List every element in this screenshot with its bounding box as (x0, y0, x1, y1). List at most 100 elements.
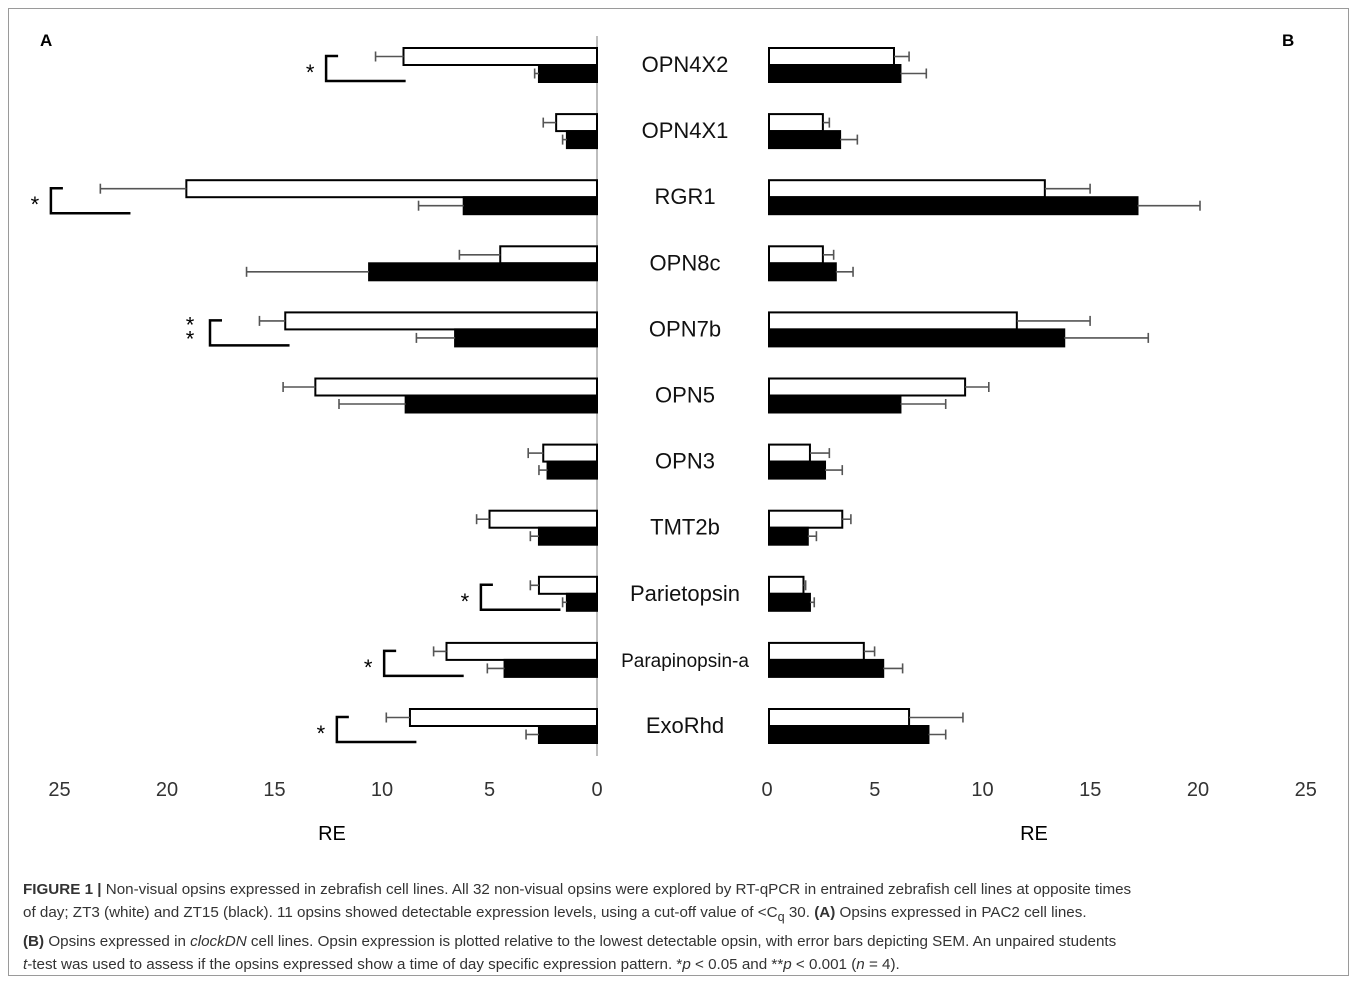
panel-a-significance-star-rgr1: * (31, 192, 40, 217)
category-label-rgr1: RGR1 (654, 184, 715, 209)
panel-a-significance-bracket-opn7b (208, 319, 290, 347)
panel-b-bar-opn5-zt15 (768, 394, 902, 414)
panel-a-significance-star-parietopsin: * (461, 589, 470, 614)
caption-figure-label: FIGURE 1 | (23, 881, 102, 898)
panel-a-bar-opn4x1-zt15 (565, 130, 599, 150)
panel-a-bar-parietopsin-zt3 (537, 575, 599, 595)
caption-text-3a: Opsins expressed in (44, 932, 191, 950)
caption-text-2a: of day; ZT3 (white) and ZT15 (black). 11… (23, 904, 778, 922)
category-label-opn7b: OPN7b (649, 316, 721, 341)
panel-b-bar-opn3-zt3 (768, 443, 811, 463)
panel-a-x-tick-label: 25 (48, 779, 70, 801)
panel-a-bar-opn3-zt15 (546, 460, 598, 480)
panel-b-bar-opn7b-zt15 (768, 328, 1066, 348)
panel-b-x-tick-label: 5 (869, 779, 880, 801)
category-label-opn3: OPN3 (655, 449, 715, 474)
panel-a-bar-opn5-zt3 (314, 377, 598, 397)
panel-b-bar-opn8c-zt15 (768, 262, 837, 282)
panel-a-plot: *******25 20 15 10 5 0 (31, 36, 603, 801)
panel-a-x-tick-label: 10 (371, 779, 393, 801)
panel-a-bar-tmt2b-zt15 (537, 526, 599, 546)
panel-a-bar-opn4x2-zt3 (402, 47, 598, 66)
opsin-expression-chart: A B *******25 20 15 10 5 0 0 5 10 15 20 25 OPN4X2O… (31, 31, 1317, 845)
panel-a-significance-bracket-rgr1 (49, 186, 131, 215)
panel-a-bar-opn7b-zt15 (454, 328, 598, 348)
panel-a-bar-parapinopsin-a-zt3 (445, 641, 598, 661)
panel-a-x-tick-label: 20 (156, 779, 178, 801)
category-label-parietopsin: Parietopsin (630, 581, 740, 606)
panel-b-bar-opn4x2-zt3 (768, 47, 895, 66)
panel-b-bar-opn7b-zt3 (768, 311, 1018, 331)
panel-a-x-axis-title: RE (318, 823, 346, 845)
category-label-opn8c: OPN8c (650, 250, 721, 275)
panel-a-significance-bracket-parapinopsin-a (382, 649, 464, 678)
panel-b-x-tick-label: 0 (761, 779, 772, 801)
caption-line-3: (B) Opsins expressed in clockDN cell lin… (23, 930, 1338, 953)
caption-subscript-q: q (777, 910, 785, 925)
panel-a-bar-parietopsin-zt15 (565, 592, 599, 612)
category-label-tmt2b: TMT2b (650, 515, 720, 540)
panel-b-x-tick-label: 25 (1295, 779, 1317, 801)
panel-a-bar-opn4x1-zt3 (555, 113, 599, 133)
panel-b-x-tick-label: 20 (1187, 779, 1209, 801)
panel-a-bar-parapinopsin-a-zt15 (503, 658, 598, 678)
caption-ref-b: (B) (23, 932, 45, 950)
panel-a-bar-rgr1-zt15 (462, 196, 599, 216)
category-label-exorhd: ExoRhd (646, 713, 724, 738)
panel-b-bar-rgr1-zt15 (768, 196, 1139, 216)
caption-text-2c: Opsins expressed in PAC2 cell lines. (835, 904, 1087, 922)
panel-b-bar-parapinopsin-a-zt3 (768, 641, 865, 661)
panel-a-x-tick-label: 15 (263, 779, 285, 801)
panel-a-bar-opn4x2-zt15 (537, 64, 599, 83)
caption-text-1: Non-visual opsins expressed in zebrafish… (105, 881, 1132, 898)
category-label-opn4x2: OPN4X2 (642, 52, 729, 77)
panel-b-bar-opn5-zt3 (768, 377, 967, 397)
panel-b-bar-opn4x2-zt15 (768, 64, 902, 83)
panel-b-bar-exorhd-zt15 (768, 725, 930, 744)
caption-line-2: of day; ZT3 (white) and ZT15 (black). 11… (23, 901, 1338, 929)
panel-b-x-axis-title: RE (1020, 823, 1048, 845)
panel-a-significance-bracket-parietopsin (479, 583, 561, 612)
panel-a-significance-star-opn4x2: * (306, 60, 315, 85)
panel-a-bar-rgr1-zt3 (185, 179, 598, 199)
figure-caption: FIGURE 1 | Non-visual opsins expressed i… (23, 878, 1338, 977)
panel-b-bar-parapinopsin-a-zt15 (768, 658, 885, 678)
category-label-parapinopsin-a: Parapinopsin-a (621, 651, 749, 672)
caption-t: t (23, 956, 28, 974)
caption-text-4d: = 4). (864, 956, 900, 974)
panel-a-bar-opn7b-zt3 (284, 311, 598, 331)
panel-a-bar-opn3-zt3 (542, 443, 598, 463)
panel-b-label: B (1282, 31, 1294, 50)
panel-b-bar-rgr1-zt3 (768, 179, 1046, 199)
panel-b-bar-opn4x1-zt15 (768, 130, 842, 150)
panel-b-bar-opn8c-zt3 (768, 245, 824, 265)
panel-a-significance-star-opn7b-2: * (186, 326, 195, 351)
category-label-opn4x1: OPN4X1 (642, 118, 729, 143)
caption-text-3b: cell lines. Opsin expression is plotted … (246, 932, 1117, 950)
panel-a-bar-opn8c-zt3 (499, 245, 598, 265)
panel-a-significance-bracket-opn4x2 (324, 54, 406, 83)
category-labels: OPN4X2 OPN4X1 RGR1 OPN8c OPN7b OPN5 OPN3 TMT2b P… (621, 52, 749, 738)
panel-b-x-tick-label: 10 (971, 779, 993, 801)
caption-ref-a: (A) (814, 904, 836, 922)
panel-b-bar-tmt2b-zt15 (768, 526, 809, 546)
caption-text-4a: -test was used to assess if the opsins e… (27, 956, 683, 974)
panel-b-bar-exorhd-zt3 (768, 708, 911, 727)
panel-b-bar-opn4x1-zt3 (768, 113, 824, 133)
panel-a-bar-exorhd-zt15 (537, 725, 599, 744)
figure-frame (8, 8, 1349, 976)
caption-text-2b: 30. (784, 904, 810, 922)
panel-a-x-tick-label: 0 (591, 779, 602, 801)
panel-b-x-tick-label: 15 (1079, 779, 1101, 801)
caption-text-4c: < 0.001 ( (791, 956, 857, 974)
caption-line-1: FIGURE 1 | Non-visual opsins expressed i… (23, 878, 1338, 901)
category-label-opn5: OPN5 (655, 383, 715, 408)
panel-a-bar-opn5-zt15 (404, 394, 598, 414)
panel-a-significance-star-exorhd: * (317, 721, 326, 746)
caption-n: n (856, 956, 865, 974)
panel-a-bar-opn8c-zt15 (368, 262, 598, 282)
panel-a-significance-bracket-exorhd (335, 715, 417, 744)
panel-b-plot: 0 5 10 15 20 25 (761, 47, 1317, 801)
caption-clockdn: clockDN (190, 932, 247, 950)
panel-a-x-tick-label: 5 (484, 779, 495, 801)
